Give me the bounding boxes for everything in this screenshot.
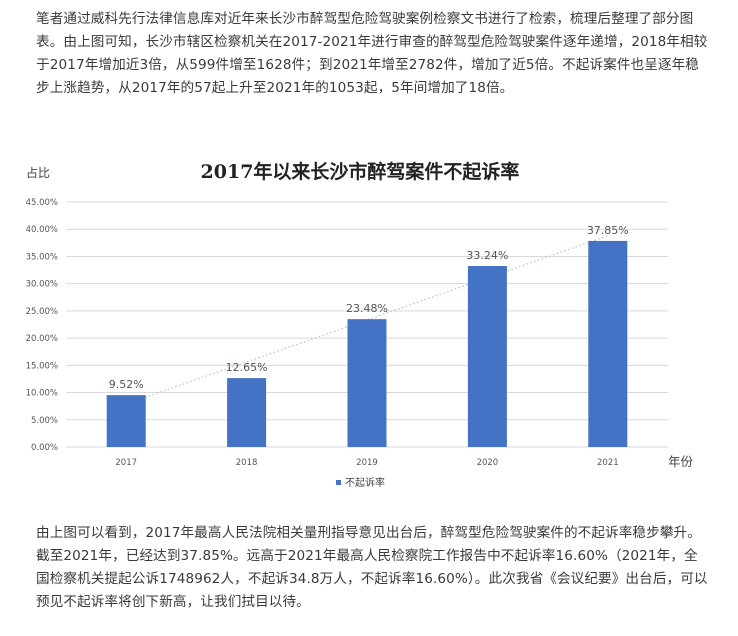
bar [467,266,507,447]
x-axis-label: 年份 [668,454,694,469]
y-tick-label: 0.00% [31,443,58,453]
x-tick-label: 2019 [356,458,378,468]
data-label: 33.24% [466,249,508,262]
data-label: 23.48% [346,302,388,315]
legend-label: 不起诉率 [345,476,385,489]
x-tick-label: 2020 [477,458,499,468]
y-tick-label: 25.00% [26,307,58,317]
chart-title: 2017年以来长沙市醉驾案件不起诉率 [201,160,520,183]
y-tick-label: 20.00% [26,334,58,344]
bar [347,319,387,447]
trend-line [126,235,608,405]
data-label: 37.85% [587,224,629,237]
data-label: 9.52% [109,378,144,391]
bar [588,240,628,447]
bar [106,395,146,447]
conclusion-paragraph: 由上图可以看到，2017年最高人民法院相关量刑指导意见出台后，醉驾型危险驾驶案件… [36,525,708,610]
x-tick-label: 2018 [236,458,258,468]
intro-paragraph: 笔者通过威科先行法律信息库对近年来长沙市醉驾型危险驾驶案例检察文书进行了检索，梳… [36,11,708,96]
y-tick-label: 15.00% [26,361,58,371]
y-tick-label: 40.00% [26,225,58,235]
y-axis-label: 占比 [26,165,50,180]
y-tick-label: 5.00% [31,416,58,426]
x-tick-label: 2017 [115,458,137,468]
legend-swatch [336,480,341,485]
y-tick-label: 35.00% [26,252,58,262]
y-tick-label: 45.00% [26,198,58,208]
bar [227,378,267,447]
data-label: 12.65% [226,361,268,374]
y-tick-label: 30.00% [26,280,58,290]
bar-chart: 2017年以来长沙市醉驾案件不起诉率 占比 0.00% 5.00% 10.00% 15… [26,160,694,489]
y-tick-label: 10.00% [26,389,58,399]
x-tick-label: 2021 [597,458,619,468]
